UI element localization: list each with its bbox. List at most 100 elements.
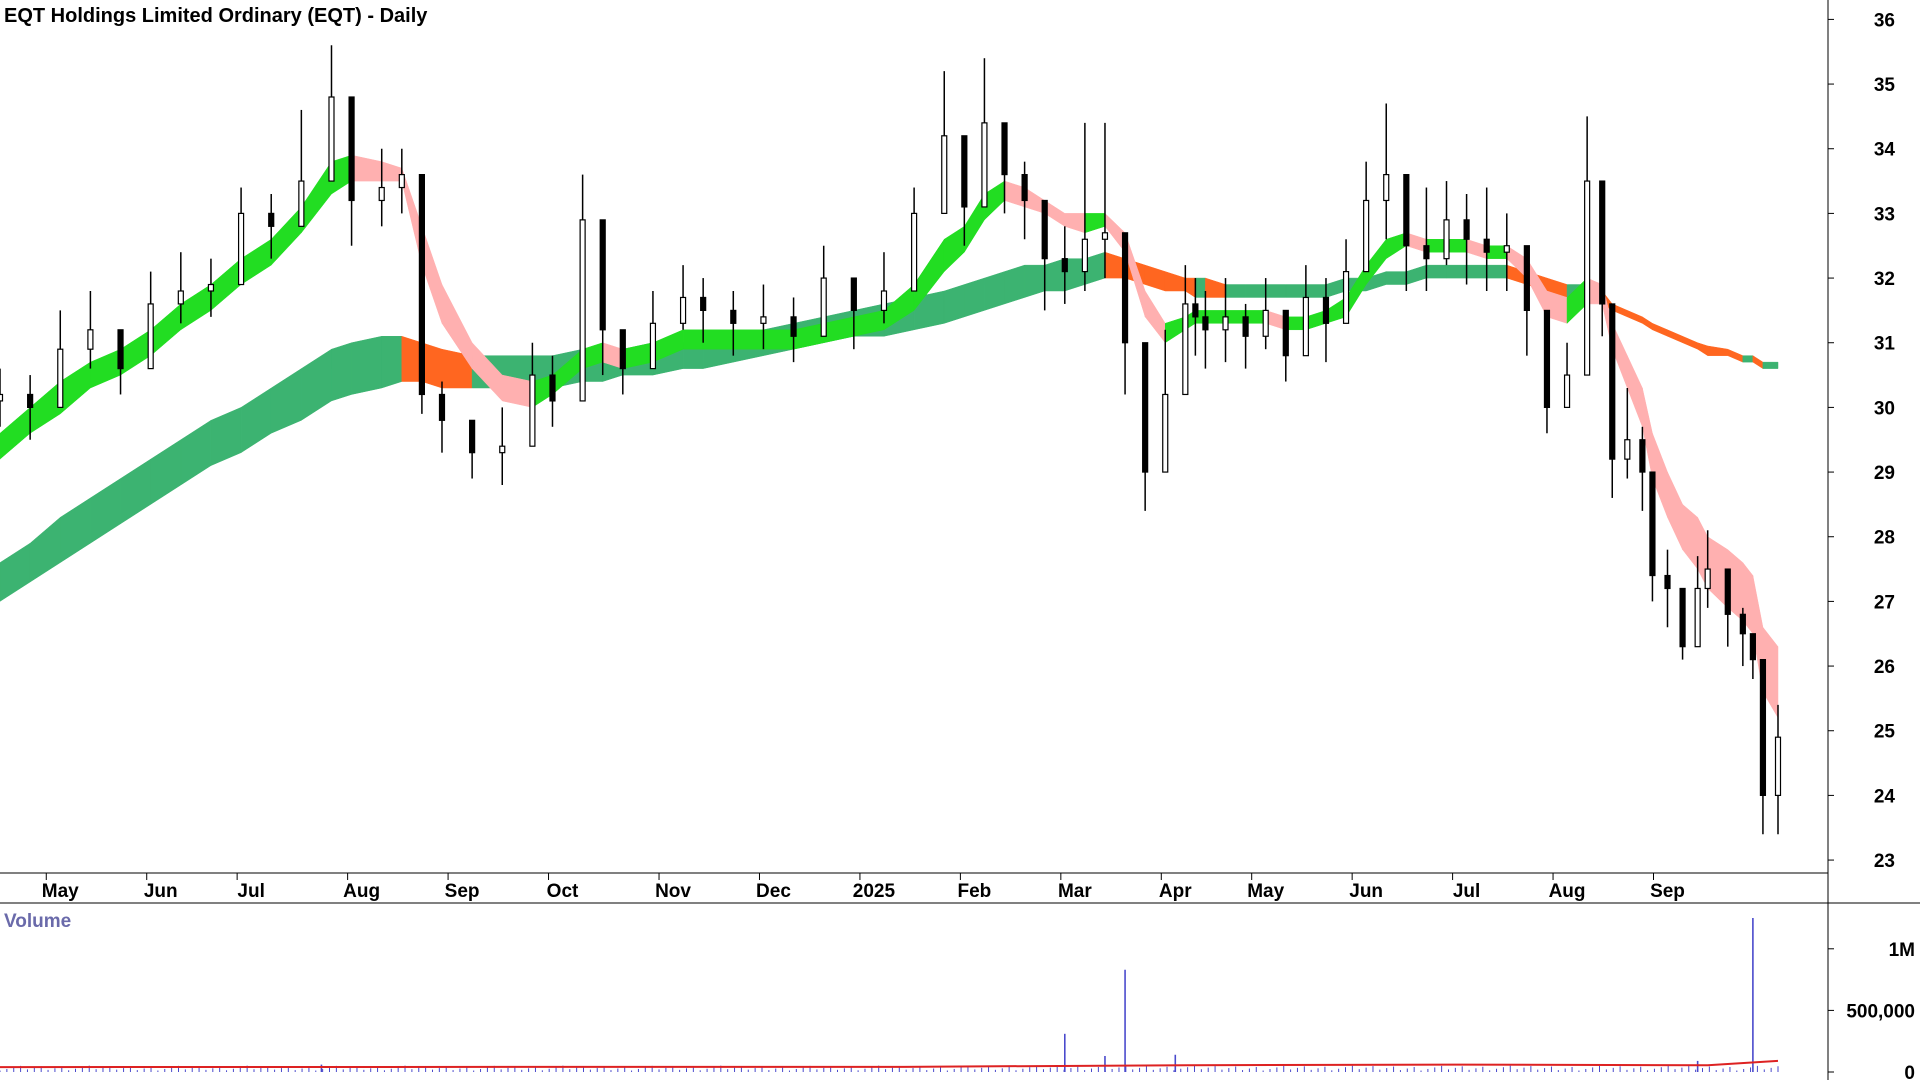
candle-body: [1383, 174, 1390, 202]
month-tick-label: Dec: [756, 881, 791, 902]
month-tick-label: Sep: [445, 881, 480, 902]
candle-body: [579, 219, 586, 402]
fast-ribbon-segment: [763, 329, 794, 350]
moving-average-ribbons: [0, 154, 1779, 719]
volume-tick-label: 0: [1904, 1063, 1915, 1080]
candle-body: [649, 322, 657, 370]
slow-ribbon-segment: [1305, 284, 1327, 298]
fast-ribbon-segment: [1084, 213, 1106, 234]
candle-body: [760, 316, 767, 324]
candle-body: [820, 277, 827, 337]
slow-ribbon-segment: [381, 336, 403, 389]
slow-ribbon-segment: [1446, 264, 1467, 279]
fast-ribbon-segment: [301, 160, 332, 234]
slow-ribbon-segment: [351, 335, 382, 395]
candle-body: [1021, 174, 1028, 202]
candle-body: [328, 96, 335, 182]
slow-ribbon-segment: [1667, 329, 1683, 344]
fast-ribbon-segment: [90, 348, 121, 389]
candle-body: [1599, 180, 1606, 305]
candle-body: [499, 445, 506, 454]
candle-body: [1061, 258, 1068, 273]
slow-ribbon-segment: [1245, 284, 1266, 298]
slow-ribbon-segment: [210, 407, 242, 466]
candle-body: [1192, 303, 1199, 318]
price-tick-label: 23: [1874, 851, 1895, 872]
candle-body: [1584, 180, 1591, 376]
candle-body: [418, 174, 425, 396]
fast-ribbon-segment: [1064, 213, 1086, 234]
candle-body: [1342, 271, 1350, 324]
candle-body: [529, 374, 536, 447]
candle-body: [1121, 232, 1129, 344]
slow-ribbon-segment: [1195, 277, 1206, 298]
candle-body: [1423, 245, 1430, 260]
price-tick-label: 26: [1874, 657, 1895, 678]
candle-body: [850, 277, 857, 312]
slow-ribbon-segment: [1752, 355, 1764, 370]
volume-tick-label: 500,000: [1846, 1001, 1915, 1022]
candle-body: [700, 296, 707, 312]
price-tick-label: 33: [1874, 204, 1895, 225]
slow-ribbon-segment: [1762, 361, 1779, 369]
fast-ribbon-segment: [150, 303, 182, 357]
candle-body: [1142, 342, 1149, 473]
month-tick-label: May: [1247, 881, 1284, 902]
month-tick-label: Oct: [547, 881, 579, 902]
slow-ribbon-segment: [1205, 277, 1226, 298]
candle-body: [1262, 309, 1269, 337]
price-tick-label: 31: [1874, 334, 1896, 355]
slow-ribbon-segment: [331, 342, 352, 402]
slow-ribbon-segment: [1742, 355, 1754, 363]
volume-tick-label: 1M: [1889, 940, 1915, 961]
candle-body: [1322, 296, 1330, 324]
fast-ribbon-segment: [1627, 355, 1643, 427]
fast-ribbon-segment: [1682, 503, 1698, 570]
candle-body: [549, 374, 556, 402]
price-tick-label: 36: [1874, 10, 1895, 31]
candle-body: [207, 283, 215, 292]
candle-body: [348, 96, 355, 202]
price-tick-label: 25: [1874, 722, 1896, 743]
candle-body: [941, 135, 948, 215]
slow-ribbon-segment: [1225, 284, 1246, 298]
fast-ribbon-segment: [120, 329, 151, 376]
month-tick-label: May: [42, 881, 79, 902]
slow-ribbon-segment: [1727, 348, 1744, 363]
month-tick-label: Mar: [1058, 881, 1092, 902]
fast-ribbon-segment: [471, 342, 503, 402]
slow-ribbon-segment: [301, 348, 332, 421]
fast-ribbon-segment: [682, 329, 704, 350]
candle-body: [1081, 238, 1088, 273]
month-tick-label: Jul: [1453, 881, 1480, 902]
candle-body: [1222, 316, 1229, 331]
candle-body: [237, 212, 245, 286]
candle-body: [1739, 613, 1746, 635]
candle-body: [880, 290, 888, 311]
month-tick-label: Nov: [655, 881, 691, 902]
price-tick-label: 30: [1874, 398, 1895, 419]
chart-title: EQT Holdings Limited Ordinary (EQT) - Da…: [4, 5, 428, 27]
month-tick-label: Sep: [1650, 881, 1685, 902]
month-tick-label: Jul: [237, 881, 264, 902]
slow-ribbon-segment: [1652, 322, 1668, 337]
month-tick-label: 2025: [853, 881, 896, 902]
slow-ribbon-segment: [1627, 310, 1643, 324]
slow-ribbon-segment: [1285, 284, 1307, 298]
price-candles: [0, 45, 1782, 835]
candle-body: [1363, 199, 1370, 273]
month-tick-label: Aug: [343, 881, 380, 902]
candle-body: [1162, 393, 1169, 473]
candle-body: [1624, 439, 1631, 460]
candle-body: [1563, 374, 1571, 409]
candle-body: [1443, 219, 1450, 260]
slow-ribbon-segment: [1486, 264, 1508, 279]
candle-body: [469, 419, 476, 454]
slow-ribbon-segment: [29, 516, 61, 583]
price-tick-label: 29: [1874, 463, 1895, 484]
slow-ribbon-segment: [1164, 271, 1186, 292]
slow-ribbon-segment: [150, 439, 182, 505]
candle-body: [1694, 587, 1701, 648]
price-tick-label: 34: [1874, 140, 1896, 161]
fast-ribbon-segment: [1144, 290, 1166, 344]
